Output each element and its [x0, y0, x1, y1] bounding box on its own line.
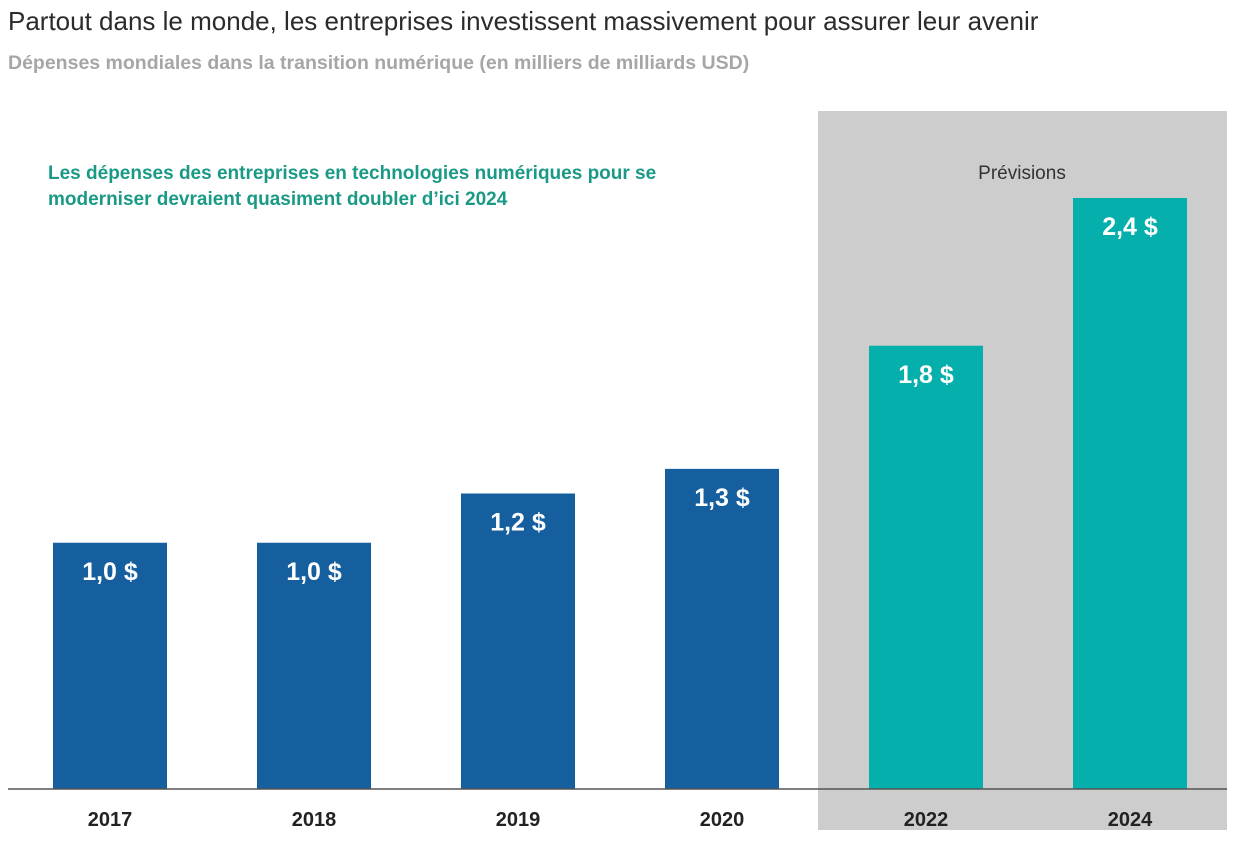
bar-value-label-2018: 1,0 $ — [286, 558, 342, 586]
bar-value-label-2020: 1,3 $ — [694, 484, 750, 512]
bar-2020 — [665, 468, 779, 789]
bar-value-label-2022: 1,8 $ — [898, 361, 954, 389]
x-tick-label-2019: 2019 — [496, 809, 541, 831]
bar-2019 — [461, 493, 575, 789]
bar-2018 — [257, 542, 371, 789]
x-axis-ticks: 2017 2018 2019 2020 2022 2024 — [88, 809, 1153, 831]
bar-group: 1,0 $ 1,0 $ 1,2 $ 1,3 $ 1,8 $ 2,4 $ — [53, 198, 1187, 789]
bar-2024 — [1073, 198, 1187, 789]
x-tick-label-2017: 2017 — [88, 809, 133, 831]
bar-value-label-2017: 1,0 $ — [82, 558, 138, 586]
chart-subtitle: Dépenses mondiales dans la transition nu… — [8, 52, 750, 74]
x-tick-label-2022: 2022 — [904, 809, 949, 831]
forecast-label: Prévisions — [978, 163, 1066, 184]
bar-value-label-2024: 2,4 $ — [1102, 213, 1158, 241]
annotation-line-2: moderniser devraient quasiment doubler d… — [48, 189, 508, 210]
chart-annotation: Les dépenses des entreprises en technolo… — [48, 163, 661, 210]
chart-title: Partout dans le monde, les entreprises i… — [8, 6, 1039, 36]
annotation-line-1: Les dépenses des entreprises en technolo… — [48, 163, 656, 184]
x-tick-label-2020: 2020 — [700, 809, 745, 831]
x-tick-label-2018: 2018 — [292, 809, 337, 831]
bar-value-label-2019: 1,2 $ — [490, 509, 546, 537]
x-tick-label-2024: 2024 — [1108, 809, 1153, 831]
bar-2017 — [53, 542, 167, 789]
bar-2022 — [869, 345, 983, 789]
